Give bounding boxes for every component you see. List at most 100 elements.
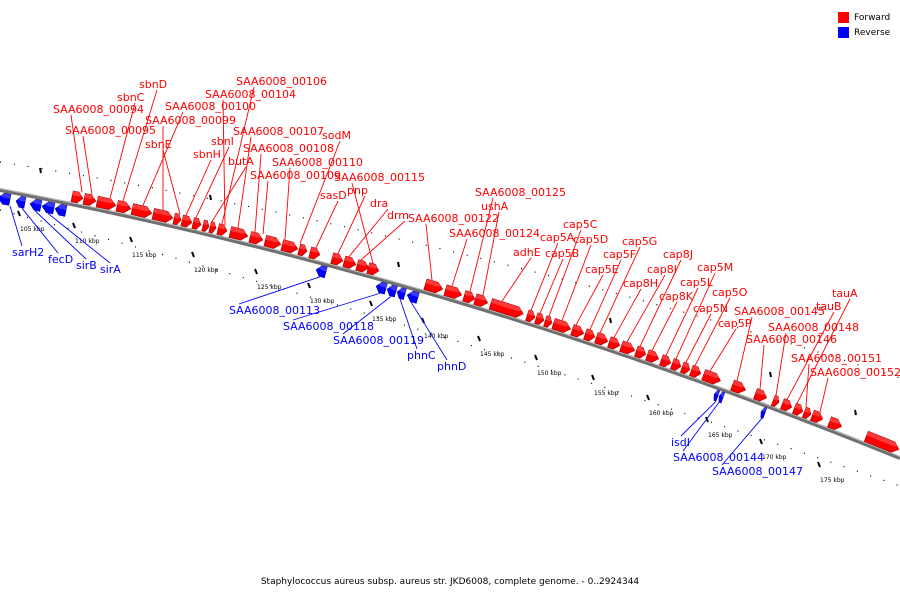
forward-gene-label: SAA6008_00125 — [475, 186, 566, 199]
reverse-gene-arrow — [718, 391, 726, 404]
forward-gene-label: SAA6008_00107 — [233, 125, 324, 138]
forward-leader-line — [237, 136, 252, 228]
legend-label: Forward — [854, 12, 891, 23]
forward-gene-arrow — [115, 200, 132, 214]
legend-item-forward: Forward — [838, 10, 890, 25]
reverse-gene-arrow — [54, 204, 68, 217]
forward-gene-arrow — [151, 208, 174, 223]
forward-gene-label: SAA6008_00115 — [334, 171, 425, 184]
forward-gene-label: cap5E — [585, 263, 619, 276]
forward-leader-line — [639, 259, 682, 347]
forward-gene-arrow — [191, 217, 202, 230]
forward-gene-arrow — [525, 309, 536, 323]
forward-gene-arrow — [443, 284, 463, 299]
forward-leader-line — [796, 298, 851, 404]
forward-gene-arrow — [473, 293, 489, 307]
forward-leader-line — [599, 246, 641, 334]
forward-gene-arrow — [791, 402, 804, 416]
forward-leader-line — [575, 274, 604, 326]
scale-tick — [191, 251, 195, 258]
forward-gene-label: cap5C — [563, 218, 598, 231]
scale-tick-label: 170 kbp — [762, 454, 787, 461]
scale-tick-labels: 105 kbp 110 kbp 115 kbp 120 kbp 125 kbp 130 k… — [20, 226, 845, 484]
forward-gene-arrow — [462, 290, 476, 304]
forward-leader-line — [759, 344, 765, 390]
forward-gene-label: cap8I — [647, 263, 677, 276]
scale-tick-label: 160 kbp — [649, 410, 674, 417]
scale-tick-label: 110 kbp — [75, 238, 100, 245]
forward-leader-line — [805, 363, 810, 407]
scale-tick-label: 120 kbp — [194, 267, 219, 274]
reverse-gene-label: sarH2 — [12, 246, 44, 259]
forward-gene-label: sbnH — [193, 148, 221, 161]
scale-tick — [369, 300, 373, 307]
forward-leader-line — [501, 257, 532, 302]
scale-tick-label: 165 kbp — [708, 432, 733, 439]
forward-leader-line — [469, 197, 494, 292]
forward-leader-line — [337, 195, 366, 254]
forward-leader-line — [348, 208, 389, 257]
scale-tick — [307, 282, 311, 289]
forward-gene-arrow — [670, 358, 682, 371]
scale-tick-label: 130 kbp — [310, 298, 335, 305]
scale-tick — [72, 222, 76, 229]
forward-leader-line — [315, 200, 339, 248]
forward-gene-label: SAA6008_00095 — [65, 124, 156, 137]
forward-leader-line — [122, 89, 158, 202]
forward-leader-line — [254, 153, 262, 233]
forward-gene-label: SAA6008_00122 — [408, 212, 499, 225]
forward-leader-line — [786, 311, 835, 400]
reverse-gene-label: SAA6008_00147 — [712, 465, 803, 478]
legend-item-reverse: Reverse — [838, 25, 890, 40]
forward-gene-arrow — [551, 317, 572, 333]
scale-tick — [705, 416, 709, 423]
forward-gene-label: butA — [228, 155, 254, 168]
forward-gene-label: tauB — [816, 300, 842, 313]
forward-gene-arrow — [607, 336, 621, 350]
forward-leader-line — [539, 258, 564, 314]
forward-gene-label: cap5D — [573, 233, 608, 246]
forward-gene-label: cap8K — [659, 290, 694, 303]
genome-backbone-highlight — [0, 188, 900, 457]
forward-leader-line — [262, 180, 269, 235]
forward-gene-label: drm — [387, 209, 409, 222]
reverse-gene-label: phnD — [437, 360, 466, 373]
forward-gene-label: cap5B — [545, 247, 579, 260]
forward-gene-label: SAA6008_00110 — [272, 156, 363, 169]
reverse-leader-line — [292, 292, 381, 321]
forward-gene-label: ushA — [481, 200, 509, 213]
forward-gene-arrow — [130, 203, 153, 218]
forward-leader-line — [185, 159, 212, 216]
forward-leader-line — [626, 274, 666, 343]
forward-gene-arrow — [543, 315, 553, 328]
reverse-gene-arrow — [713, 389, 721, 402]
forward-gene-arrow — [248, 231, 264, 245]
scale-tick-label: 145 kbp — [480, 351, 505, 358]
forward-gene-label: SAA6008_00104 — [205, 88, 296, 101]
forward-leader-line — [530, 242, 559, 311]
forward-gene-label: cap5A — [540, 231, 575, 244]
reverse-gene-arrow — [760, 406, 768, 419]
forward-gene-arrow — [801, 406, 812, 420]
forward-gene-arrow — [594, 332, 609, 346]
forward-gene-arrow — [308, 246, 321, 260]
forward-gene-label: SAA6008_00108 — [243, 142, 334, 155]
forward-gene-label: SAA6008_00124 — [449, 227, 540, 240]
legend-swatch — [838, 12, 849, 23]
forward-gene-arrow — [753, 388, 768, 402]
forward-leader-line — [109, 102, 136, 199]
forward-gene-arrow — [488, 298, 525, 318]
forward-leader-line — [819, 377, 829, 413]
forward-leader-line — [736, 316, 753, 382]
forward-leader-line — [675, 272, 716, 360]
forward-leader-line — [589, 259, 622, 330]
forward-gene-label: sbnD — [139, 78, 167, 91]
forward-gene-arrow — [70, 190, 84, 204]
forward-gene-label: SAA6008_00152 — [810, 366, 900, 379]
reverse-gene-label: phnC — [407, 349, 436, 362]
reverse-gene-arrow — [396, 287, 407, 300]
forward-gene-label: cap8H — [623, 277, 658, 290]
scale-tick — [759, 438, 763, 445]
forward-leader-line — [651, 301, 678, 351]
